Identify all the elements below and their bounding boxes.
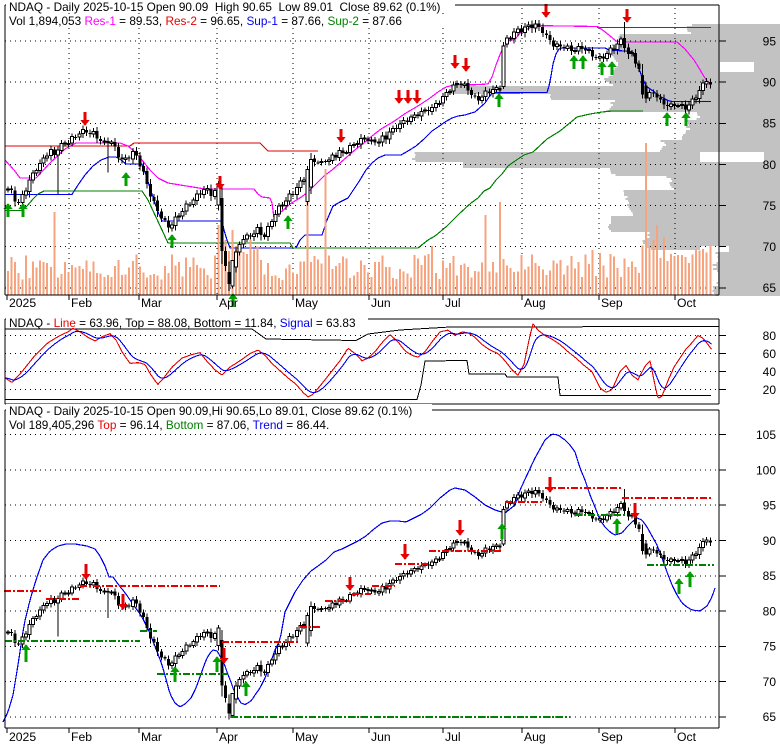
svg-text:70: 70	[763, 240, 777, 254]
svg-text:NDAQ - Daily 2025-10-15 Open 9: NDAQ - Daily 2025-10-15 Open 90.09 High …	[9, 0, 441, 14]
svg-text:Jul: Jul	[445, 730, 461, 744]
svg-text:2025: 2025	[9, 296, 36, 310]
svg-text:105: 105	[756, 428, 776, 442]
svg-text:85: 85	[763, 117, 777, 131]
svg-text:60: 60	[763, 347, 777, 361]
svg-text:NDAQ - Line = 63.96, Top = 88.: NDAQ - Line = 63.96, Top = 88.08, Bottom…	[9, 316, 356, 330]
svg-text:80: 80	[763, 604, 777, 618]
svg-text:Vol 189,405,296 Top = 96.14, B: Vol 189,405,296 Top = 96.14, Bottom = 87…	[9, 418, 329, 432]
svg-text:Oct: Oct	[677, 296, 697, 310]
svg-text:NDAQ - Daily 2025-10-15 Open 9: NDAQ - Daily 2025-10-15 Open 90.09,Hi 90…	[9, 404, 412, 418]
svg-text:Sep: Sep	[601, 296, 623, 310]
svg-text:Sep: Sep	[601, 730, 623, 744]
svg-text:Aug: Aug	[524, 730, 546, 744]
svg-text:Apr: Apr	[219, 296, 238, 310]
svg-text:Jun: Jun	[371, 730, 391, 744]
svg-text:Oct: Oct	[677, 730, 697, 744]
svg-text:Jul: Jul	[445, 296, 461, 310]
svg-text:100: 100	[756, 463, 776, 477]
svg-text:Mar: Mar	[141, 296, 162, 310]
svg-text:65: 65	[763, 710, 777, 724]
svg-text:Vol 1,894,053 Res-1 = 89.53, R: Vol 1,894,053 Res-1 = 89.53, Res-2 = 96.…	[9, 14, 402, 28]
svg-text:May: May	[295, 730, 319, 744]
svg-text:Aug: Aug	[524, 296, 546, 310]
svg-text:85: 85	[763, 569, 777, 583]
svg-text:Jun: Jun	[371, 296, 391, 310]
svg-text:80: 80	[763, 329, 777, 343]
svg-text:Mar: Mar	[141, 730, 162, 744]
svg-text:20: 20	[763, 383, 777, 397]
svg-text:May: May	[295, 296, 319, 310]
svg-text:Feb: Feb	[71, 296, 92, 310]
svg-text:90: 90	[763, 534, 777, 548]
svg-text:2025: 2025	[9, 730, 36, 744]
svg-text:95: 95	[763, 34, 777, 48]
svg-text:40: 40	[763, 365, 777, 379]
svg-text:80: 80	[763, 158, 777, 172]
svg-text:65: 65	[763, 281, 777, 295]
svg-text:95: 95	[763, 499, 777, 513]
svg-text:90: 90	[763, 76, 777, 90]
svg-text:Apr: Apr	[219, 730, 238, 744]
svg-text:Feb: Feb	[71, 730, 92, 744]
svg-text:75: 75	[763, 199, 777, 213]
svg-text:70: 70	[763, 675, 777, 689]
svg-text:75: 75	[763, 640, 777, 654]
